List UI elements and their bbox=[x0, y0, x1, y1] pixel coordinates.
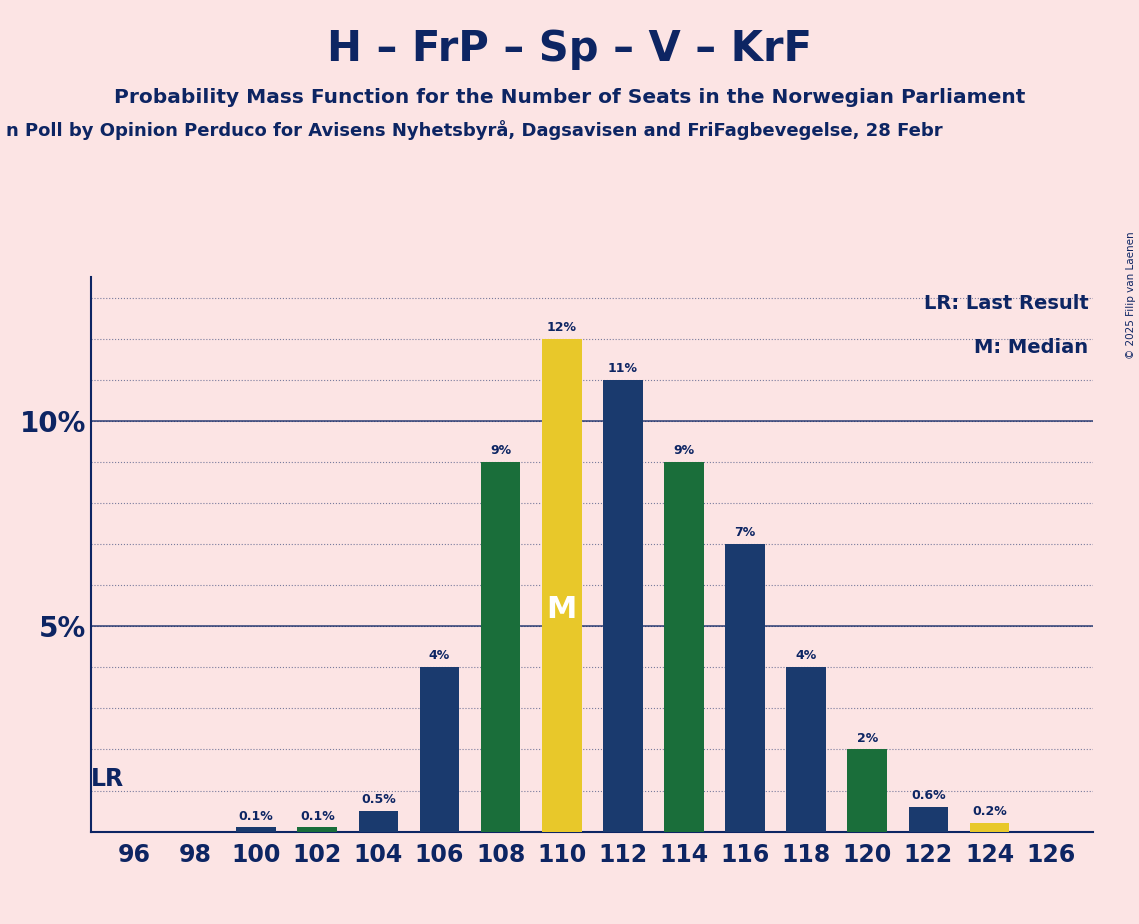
Text: 4%: 4% bbox=[795, 650, 817, 663]
Bar bbox=[664, 462, 704, 832]
Text: LR: LR bbox=[91, 767, 124, 791]
Text: 2%: 2% bbox=[857, 732, 878, 745]
Bar bbox=[969, 823, 1009, 832]
Text: 9%: 9% bbox=[673, 444, 695, 457]
Text: 0.1%: 0.1% bbox=[239, 809, 273, 822]
Text: M: M bbox=[547, 595, 577, 625]
Bar bbox=[726, 544, 765, 832]
Text: M: Median: M: Median bbox=[974, 338, 1089, 358]
Text: LR: Last Result: LR: Last Result bbox=[924, 294, 1089, 313]
Bar bbox=[909, 807, 949, 832]
Bar bbox=[359, 811, 399, 832]
Text: 0.2%: 0.2% bbox=[973, 806, 1007, 819]
Bar bbox=[786, 667, 826, 832]
Text: n Poll by Opinion Perduco for Avisens Nyhetsbyrå, Dagsavisen and FriFagbevegelse: n Poll by Opinion Perduco for Avisens Ny… bbox=[6, 120, 942, 140]
Text: 0.1%: 0.1% bbox=[300, 809, 335, 822]
Bar bbox=[481, 462, 521, 832]
Bar bbox=[603, 380, 642, 832]
Bar bbox=[236, 828, 276, 832]
Text: 0.6%: 0.6% bbox=[911, 789, 945, 802]
Text: 7%: 7% bbox=[735, 526, 755, 540]
Text: 11%: 11% bbox=[608, 362, 638, 375]
Text: 0.5%: 0.5% bbox=[361, 793, 395, 806]
Text: H – FrP – Sp – V – KrF: H – FrP – Sp – V – KrF bbox=[327, 28, 812, 69]
Text: © 2025 Filip van Laenen: © 2025 Filip van Laenen bbox=[1125, 231, 1136, 359]
Text: 9%: 9% bbox=[490, 444, 511, 457]
Text: Probability Mass Function for the Number of Seats in the Norwegian Parliament: Probability Mass Function for the Number… bbox=[114, 88, 1025, 107]
Text: 12%: 12% bbox=[547, 321, 576, 334]
Bar bbox=[847, 749, 887, 832]
Bar bbox=[297, 828, 337, 832]
Text: 4%: 4% bbox=[429, 650, 450, 663]
Bar bbox=[542, 339, 582, 832]
Bar bbox=[419, 667, 459, 832]
